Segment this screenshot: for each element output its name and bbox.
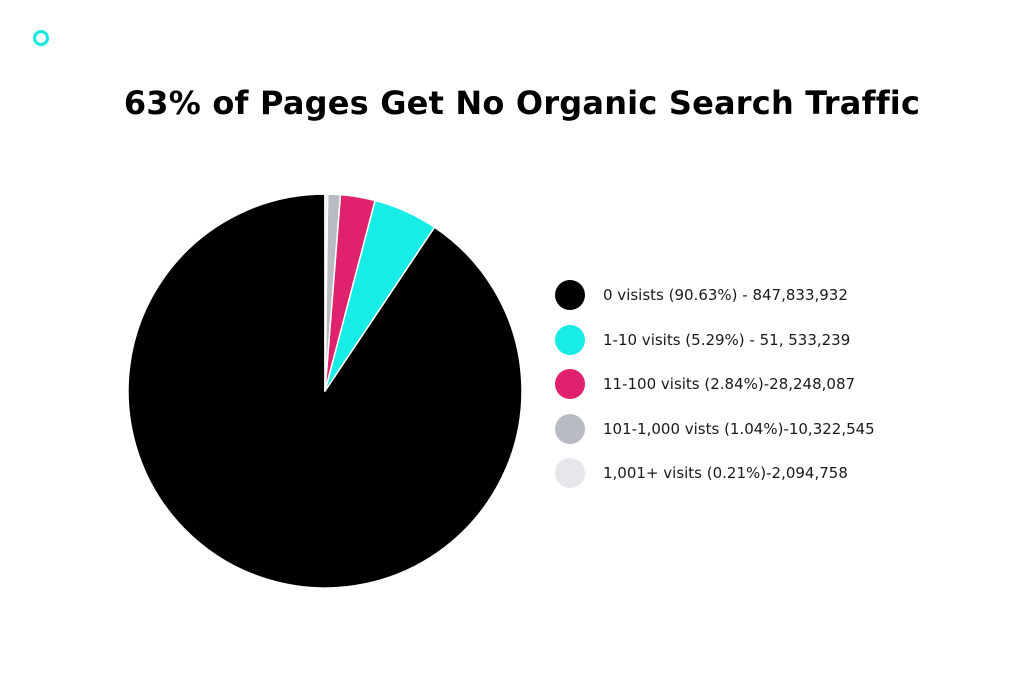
pie-chart [127, 193, 523, 589]
legend-label-2: 11-100 visits (2.84%)-28,248,087 [603, 375, 856, 393]
legend-label-4: 1,001+ visits (0.21%)-2,094,758 [603, 464, 848, 482]
legend-label-1: 1-10 visits (5.29%) - 51, 533,239 [603, 330, 851, 349]
legend-item-2: 11-100 visits (2.84%)-28,248,087 [555, 369, 875, 399]
legend-swatch-3 [555, 413, 585, 444]
legend-item-1: 1-10 visits (5.29%) - 51, 533,239 [555, 324, 875, 355]
legend-swatch-1 [555, 324, 585, 355]
legend-item-0: 0 visists (90.63%) - 847,833,932 [555, 280, 875, 310]
legend-label-0: 0 visists (90.63%) - 847,833,932 [603, 286, 848, 304]
legend-swatch-4 [555, 458, 585, 488]
brand-ring-icon [33, 30, 49, 46]
legend-item-3: 101-1,000 vists (1.04%)-10,322,545 [555, 413, 875, 444]
legend-label-3: 101-1,000 vists (1.04%)-10,322,545 [603, 419, 875, 438]
chart-legend: 0 visists (90.63%) - 847,833,932 1-10 vis… [555, 280, 875, 503]
legend-item-4: 1,001+ visits (0.21%)-2,094,758 [555, 458, 875, 488]
pie-slice-4 [324, 193, 329, 392]
legend-swatch-0 [555, 280, 585, 310]
legend-swatch-2 [555, 369, 585, 399]
chart-title: 63% of Pages Get No Organic Search Traff… [123, 84, 921, 122]
